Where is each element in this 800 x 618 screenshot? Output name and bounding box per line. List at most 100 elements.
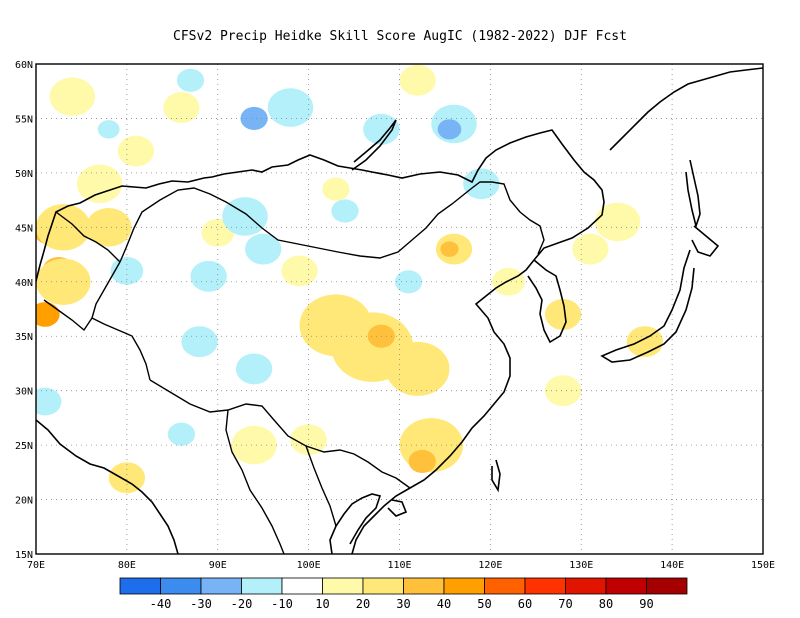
colorbar-label: 80 xyxy=(599,597,613,611)
skill-region xyxy=(235,353,273,385)
skill-region xyxy=(222,197,268,236)
skill-region xyxy=(394,270,423,294)
border-laos-vietnam xyxy=(305,445,337,527)
skill-region xyxy=(385,341,450,396)
colorbar-swatch xyxy=(362,577,404,595)
lat-tick-label: 55N xyxy=(15,114,33,125)
coastline-india xyxy=(36,419,179,554)
lat-tick-label: 20N xyxy=(15,496,33,507)
border-central-asia xyxy=(43,299,93,332)
skill-region xyxy=(492,267,525,296)
skill-region xyxy=(544,375,582,407)
lat-tick-label: 45N xyxy=(15,223,33,234)
colorbar-swatch xyxy=(403,577,445,595)
colorbar: -40 -30 -20 -10 10 20 30 40 50 60 70 80 90 xyxy=(119,577,688,611)
coastline-korea xyxy=(527,259,567,344)
coastline-japan-honshu xyxy=(600,249,695,363)
lat-tick-label: 50N xyxy=(15,169,33,180)
coastline-sakhalin xyxy=(685,159,701,229)
border-china-west xyxy=(91,261,151,381)
national-borders xyxy=(43,181,545,554)
colorbar-label: 60 xyxy=(518,597,532,611)
border-myanmar xyxy=(225,409,285,554)
colorbar-label: 40 xyxy=(437,597,451,611)
plot-frame xyxy=(35,63,764,555)
skill-region xyxy=(190,260,227,292)
colorbar-label: 20 xyxy=(356,597,370,611)
lat-tick-label: 60N xyxy=(15,60,33,71)
colorbar-swatch xyxy=(565,577,607,595)
coastline-hokkaido xyxy=(691,225,720,257)
lon-tick-label: 80E xyxy=(118,560,136,571)
colorbar-swatch xyxy=(646,577,688,595)
skill-region xyxy=(167,422,196,446)
coastline-asia-mainland xyxy=(36,129,605,554)
colorbar-swatch xyxy=(281,577,323,595)
colorbar-swatch xyxy=(160,577,202,595)
colorbar-swatch xyxy=(119,577,161,595)
skill-region xyxy=(231,425,277,465)
lat-tick-label: 15N xyxy=(15,550,33,561)
lat-tick-label: 25N xyxy=(15,441,33,452)
colorbar-label: 90 xyxy=(639,597,653,611)
skill-region xyxy=(281,255,318,287)
lat-tick-label: 40N xyxy=(15,278,33,289)
colorbar-swatch xyxy=(200,577,242,595)
coastline-indochina xyxy=(329,493,382,554)
coastline-hainan xyxy=(387,499,408,517)
skill-region xyxy=(36,258,91,305)
skill-region xyxy=(440,241,459,257)
longitude-tick-labels: 70E 80E 90E 100E 110E 120E 130E 140E 150E xyxy=(27,560,775,571)
skill-region xyxy=(240,106,268,131)
skill-region xyxy=(363,113,400,145)
colorbar-label: -20 xyxy=(231,597,253,611)
lon-tick-label: 130E xyxy=(569,560,593,571)
skill-region xyxy=(176,68,205,92)
colorbar-swatch xyxy=(241,577,283,595)
skill-region xyxy=(49,77,96,116)
colorbar-label: 50 xyxy=(477,597,491,611)
skill-region xyxy=(36,302,60,327)
skill-region xyxy=(322,177,350,201)
colorbar-label: -40 xyxy=(150,597,172,611)
colorbar-swatch xyxy=(443,577,485,595)
border-china-north xyxy=(119,181,545,263)
border-kazakh xyxy=(55,211,121,263)
lon-tick-label: 150E xyxy=(751,560,775,571)
colorbar-label: -10 xyxy=(271,597,293,611)
lat-tick-label: 35N xyxy=(15,332,33,343)
skill-region xyxy=(97,120,120,139)
coastline-lake-baikal xyxy=(351,119,397,171)
colorbar-label: 30 xyxy=(396,597,410,611)
skill-region xyxy=(267,88,314,127)
skill-region xyxy=(181,326,218,358)
skill-region xyxy=(163,92,200,124)
skill-region xyxy=(76,164,123,204)
colorbar-swatch xyxy=(524,577,566,595)
lon-tick-label: 110E xyxy=(387,560,411,571)
coastline-taiwan xyxy=(491,459,501,493)
skill-region xyxy=(331,199,359,223)
skill-region xyxy=(85,208,132,247)
colorbar-label: 70 xyxy=(558,597,572,611)
chart-title: CFSv2 Precip Heidke Skill Score AugIC (1… xyxy=(173,29,627,44)
lon-tick-label: 90E xyxy=(209,560,227,571)
coastlines xyxy=(36,67,763,554)
skill-score-regions xyxy=(36,64,664,494)
lon-tick-label: 140E xyxy=(660,560,684,571)
skill-region xyxy=(544,298,582,330)
colorbar-label: -30 xyxy=(190,597,212,611)
skill-region xyxy=(572,233,609,265)
latitude-tick-labels: 15N 20N 25N 30N 35N 40N 45N 50N 55N 60N xyxy=(15,60,33,561)
skill-region xyxy=(594,202,641,242)
colorbar-swatch xyxy=(484,577,526,595)
lat-tick-label: 30N xyxy=(15,387,33,398)
skill-region xyxy=(36,387,62,416)
skill-region xyxy=(245,233,282,265)
skill-region xyxy=(117,135,155,167)
colorbar-swatch xyxy=(605,577,647,595)
skill-region xyxy=(399,64,436,96)
skill-region xyxy=(437,119,462,140)
coastline-okhotsk xyxy=(609,67,763,151)
